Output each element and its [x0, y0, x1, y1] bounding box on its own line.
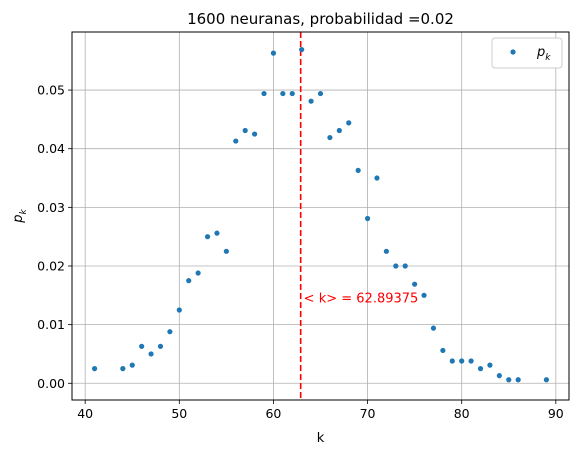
data-point [233, 138, 239, 144]
data-point [317, 90, 324, 97]
data-point [374, 175, 380, 181]
data-point [91, 366, 98, 372]
data-point [496, 373, 502, 379]
data-point [421, 292, 427, 298]
data-point [139, 343, 145, 349]
data-point [402, 263, 408, 269]
axis-ticks: 40 50 60 70 80 90 0.00 0.01 0.02 0.03 0.04 0.05 [37, 83, 564, 421]
data-point [167, 329, 173, 335]
data-point [223, 248, 229, 254]
data-point [186, 278, 192, 284]
y-tick-label: 0.03 [37, 200, 65, 215]
data-point [120, 366, 126, 372]
data-point [242, 127, 248, 134]
data-point [440, 347, 446, 354]
y-axis-label: pk [11, 208, 29, 223]
x-tick-label: 80 [454, 406, 470, 421]
data-point [459, 358, 465, 364]
data-point [327, 134, 333, 141]
data-point [383, 248, 389, 254]
x-tick-label: 70 [360, 406, 376, 421]
data-point [195, 270, 201, 276]
data-point [430, 325, 437, 331]
data-point [176, 307, 182, 313]
data-point [157, 343, 164, 349]
data-point [468, 358, 474, 364]
data-point [355, 167, 361, 174]
x-axis-label: k [317, 431, 325, 446]
y-tick-label: 0.00 [37, 376, 65, 391]
x-tick-label: 90 [548, 406, 564, 421]
plot-frame [71, 31, 570, 401]
chart-title: 1600 neuranas, probabilidad =0.02 [187, 10, 454, 28]
grid-lines [72, 32, 569, 400]
x-tick-label: 60 [265, 406, 281, 421]
data-point [477, 366, 484, 372]
data-point [449, 358, 455, 364]
y-tick-label: 0.04 [37, 141, 65, 156]
legend-box [491, 37, 563, 69]
legend-label: pk [536, 45, 551, 63]
data-point [346, 120, 352, 126]
y-tick-label: 0.05 [37, 83, 65, 98]
data-point [308, 98, 314, 104]
data-points [91, 46, 550, 383]
x-tick-label: 40 [77, 406, 93, 421]
y-tick-label: 0.01 [37, 317, 65, 332]
legend-marker [510, 49, 516, 55]
data-point [364, 215, 371, 222]
data-point [204, 234, 211, 240]
y-tick-label: 0.02 [37, 258, 65, 273]
data-point [506, 377, 512, 383]
data-point [299, 46, 305, 53]
data-point [280, 90, 286, 97]
mean-annotation: < k> = 62.89375 [304, 291, 419, 306]
data-point [543, 377, 550, 383]
legend: pk [491, 37, 563, 69]
data-point [515, 377, 521, 383]
data-point [261, 90, 267, 97]
data-point [252, 131, 258, 137]
x-tick-label: 50 [171, 406, 187, 421]
data-point [148, 351, 154, 357]
mean-line-group: < k> = 62.89375 [299, 32, 419, 400]
data-point [393, 263, 399, 269]
data-point [129, 362, 135, 368]
data-point [270, 50, 277, 56]
data-point [487, 362, 493, 368]
data-point [412, 281, 418, 287]
data-point [336, 127, 342, 134]
data-point [214, 230, 220, 236]
data-point [289, 90, 295, 97]
